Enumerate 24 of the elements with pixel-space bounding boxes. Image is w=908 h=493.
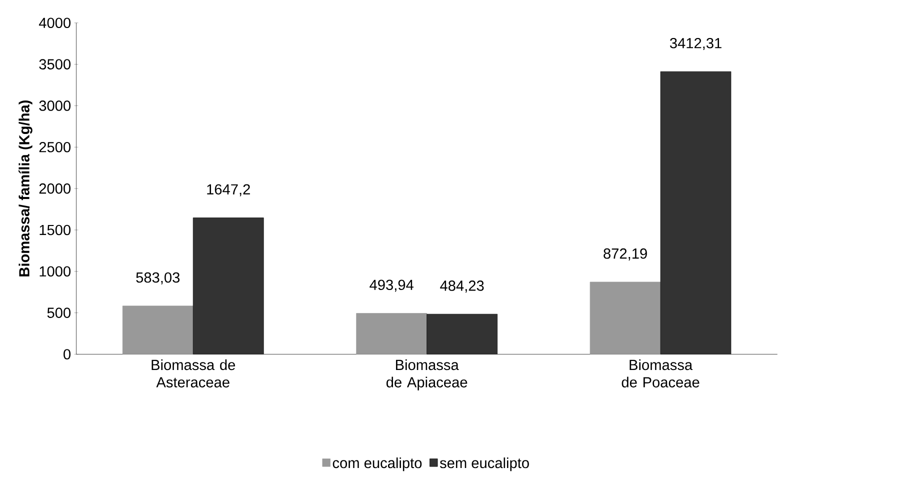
legend-label: com eucalipto xyxy=(332,457,422,471)
y-tick-label: 1500 xyxy=(40,224,71,235)
x-tick-label: Biomassa de Asteraceae xyxy=(152,359,236,388)
x-tick-label: Biomassa de Poaceae xyxy=(622,359,700,388)
data-label: 484,23 xyxy=(440,280,484,292)
bar xyxy=(426,314,498,354)
y-tick-label: 4000 xyxy=(38,18,71,28)
data-label: 872,19 xyxy=(604,248,647,260)
data-label: 3412,31 xyxy=(670,38,722,50)
y-tick-label: 0 xyxy=(64,348,71,360)
y-tick-label: 3500 xyxy=(39,58,71,70)
data-label: 583,03 xyxy=(136,272,180,284)
y-tick-label: 1000 xyxy=(40,266,71,276)
bar xyxy=(660,71,732,354)
legend-label: sem eucalipto xyxy=(440,457,529,471)
x-tick-label: Biomassa de Apiaceae xyxy=(386,359,468,390)
y-tick-label: 3000 xyxy=(39,100,71,111)
data-label: 1647,2 xyxy=(207,184,250,196)
y-tick-label: 2500 xyxy=(39,142,71,152)
bar xyxy=(193,218,264,354)
y-axis-title: Biomassa/ família (Kg/ha) xyxy=(18,100,32,276)
y-tick-label: 2000 xyxy=(39,183,71,194)
y-tick-label: 500 xyxy=(47,307,71,318)
data-label: 493,94 xyxy=(370,280,414,292)
